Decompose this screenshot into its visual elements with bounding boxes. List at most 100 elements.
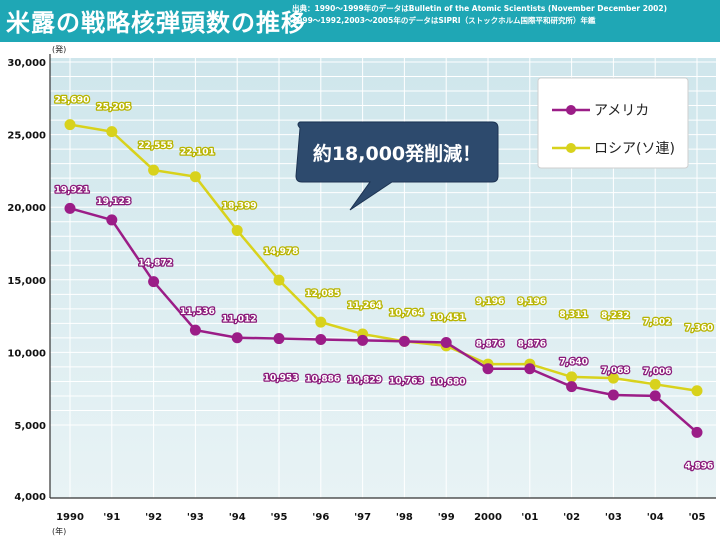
data-point-us [148,276,160,288]
data-label-ru: 22,101 [180,148,215,158]
data-point-us [106,214,118,226]
y-axis-ticks: 4,000 5,000 10,000 15,000 20,000 25,000 30,000 [7,58,46,503]
x-tick-label: '03 [605,512,622,523]
x-axis-unit: (年) [52,526,66,536]
data-label-us: 7,068 [601,366,629,376]
x-tick-label: '91 [103,512,120,523]
data-point-us [64,202,76,214]
data-label-ru: 8,311 [559,310,587,320]
data-point-us [649,390,661,402]
legend-marker-ru [566,143,576,153]
x-tick-label: '98 [396,512,413,523]
data-point-us [398,335,410,347]
data-label-us: 11,536 [180,307,215,317]
y-tick-label: 25,000 [7,131,46,142]
data-label-ru: 7,802 [643,317,671,327]
x-tick-label: '02 [563,512,580,523]
data-label-ru: 25,205 [96,103,131,113]
data-label-us: 19,123 [96,197,131,207]
data-label-us: 4,896 [685,461,713,471]
callout: 約18,000発削減！ [295,121,499,211]
legend-box [537,77,689,169]
y-tick-label: 10,000 [7,348,46,359]
data-point-us [231,332,243,344]
x-tick-label: '04 [647,512,664,523]
x-tick-label: 2000 [474,512,502,523]
data-point-ru [649,378,661,390]
x-tick-label: 1990 [56,512,84,523]
data-label-us: 7,640 [559,358,587,368]
y-tick-label: 20,000 [7,203,46,214]
data-label-ru: 9,196 [518,297,546,307]
data-point-ru [148,164,160,176]
data-label-ru: 11,264 [347,301,382,311]
data-point-ru [189,171,201,183]
data-point-us [482,363,494,375]
data-point-us [607,389,619,401]
data-label-ru: 25,690 [55,96,90,106]
data-label-ru: 8,232 [601,311,629,321]
source-line-2: 1999〜1992,2003〜2005年のデータはSIPRI（ストックホルム国際… [292,16,596,25]
y-axis-unit: (発) [52,45,66,54]
data-label-us: 7,006 [643,367,671,377]
data-label-us: 10,886 [305,375,340,385]
data-label-ru: 10,764 [389,308,424,318]
data-label-us: 8,876 [518,340,546,350]
y-tick-label: 30,000 [7,58,46,69]
chart-header: 米露の戦略核弾頭数の推移 出典：1990〜1999年のデータはBulletin … [0,0,720,42]
data-label-ru: 9,196 [476,297,504,307]
x-tick-label: '93 [187,512,204,523]
source-line-1: 出典：1990〜1999年のデータはBulletin of the Atomic… [292,4,668,13]
x-tick-label: '96 [312,512,329,523]
x-tick-label: '01 [521,512,538,523]
data-point-ru [607,372,619,384]
axes [49,54,716,499]
data-label-us: 14,872 [138,259,173,269]
data-point-us [189,324,201,336]
data-point-ru [231,224,243,236]
data-label-ru: 14,978 [264,247,299,257]
x-tick-label: '05 [689,512,706,523]
data-label-ru: 7,360 [685,324,713,334]
source-note: 出典：1990〜1999年のデータはBulletin of the Atomic… [292,3,716,27]
series-layer [64,119,703,438]
legend-label-us: アメリカ [594,103,649,119]
data-point-us [315,334,327,346]
y-tick-label: 15,000 [7,276,46,287]
data-point-us [440,337,452,349]
data-point-us [357,334,369,346]
series-line-ru [69,123,698,392]
callout-bubble [295,121,499,211]
x-axis-ticks: 1990 '91 '92 '93 '94 '95 '96 '97 '98 '99 2000 '01 '0… [56,512,705,523]
x-tick-label: '95 [271,512,288,523]
data-label-ru: 10,451 [431,313,466,323]
data-label-us: 10,680 [431,378,466,388]
data-point-ru [106,126,118,138]
data-point-ru [273,274,285,286]
data-point-ru [64,119,76,131]
data-label-us: 10,763 [389,376,424,386]
x-tick-label: '92 [145,512,162,523]
legend-label-ru: ロシア(ソ連) [594,141,675,157]
data-label-ru: 22,555 [138,141,173,151]
data-label-ru: 18,399 [222,201,257,211]
data-point-us [524,363,536,375]
series-line-us [69,207,698,434]
legend: アメリカ ロシア(ソ連) [537,77,689,169]
data-label-us: 10,829 [347,375,382,385]
data-label-us: 10,953 [264,374,299,384]
legend-marker-us [566,105,576,115]
x-tick-label: '97 [354,512,371,523]
y-tick-label: 4,000 [14,492,46,503]
data-point-ru [691,385,703,397]
data-label-ru: 12,085 [305,289,340,299]
data-label-us: 19,921 [55,185,90,195]
data-labels: 19,921 19,123 14,872 11,536 11,012 10,953 10,8… [53,94,714,472]
data-point-us [273,333,285,345]
data-point-ru [566,371,578,383]
data-point-us [566,381,578,393]
data-point-us [691,426,703,438]
data-label-us: 11,012 [222,315,257,325]
